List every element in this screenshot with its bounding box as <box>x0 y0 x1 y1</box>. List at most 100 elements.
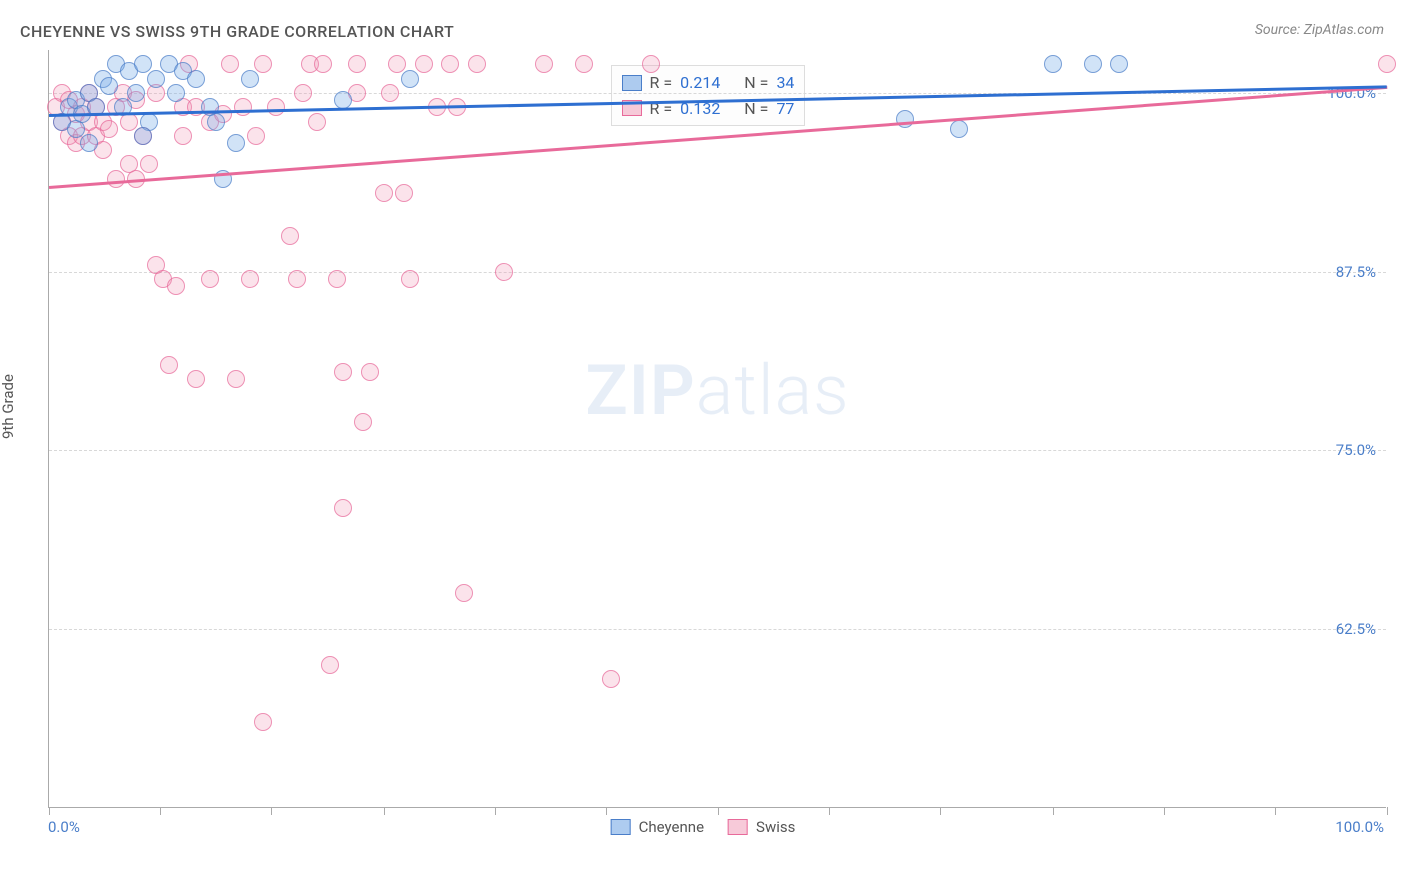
data-point-swiss <box>314 55 332 73</box>
x-tick <box>940 807 941 815</box>
watermark-light: atlas <box>696 350 850 432</box>
data-point-cheyenne <box>241 70 259 88</box>
n-label: N = <box>744 70 768 96</box>
data-point-swiss <box>348 55 366 73</box>
data-point-swiss <box>375 184 393 202</box>
data-point-swiss <box>575 55 593 73</box>
data-point-cheyenne <box>167 84 185 102</box>
data-point-swiss <box>281 227 299 245</box>
data-point-swiss <box>328 270 346 288</box>
y-tick-label: 62.5% <box>1336 620 1376 638</box>
data-point-swiss <box>395 184 413 202</box>
data-point-swiss <box>308 113 326 131</box>
data-point-swiss <box>107 170 125 188</box>
stats-box: R = 0.214 N = 34 R = 0.132 N = 77 <box>611 65 806 126</box>
y-tick-label: 87.5% <box>1336 263 1376 281</box>
data-point-swiss <box>388 55 406 73</box>
gridline <box>49 450 1386 451</box>
data-point-swiss <box>288 270 306 288</box>
data-point-swiss <box>535 55 553 73</box>
plot-area: ZIPatlas R = 0.214 N = 34 R = 0.132 N = … <box>48 50 1386 808</box>
legend-item-cheyenne: Cheyenne <box>611 818 704 836</box>
data-point-swiss <box>174 127 192 145</box>
data-point-swiss <box>227 370 245 388</box>
r-value: 0.214 <box>680 70 720 96</box>
data-point-swiss <box>254 55 272 73</box>
data-point-swiss <box>455 584 473 602</box>
data-point-cheyenne <box>950 120 968 138</box>
x-tick <box>271 807 272 815</box>
data-point-swiss <box>354 413 372 431</box>
data-point-swiss <box>160 356 178 374</box>
x-tick <box>1275 807 1276 815</box>
x-axis-label-min: 0.0% <box>48 818 80 836</box>
data-point-cheyenne <box>1084 55 1102 73</box>
x-tick <box>495 807 496 815</box>
data-point-swiss <box>201 270 219 288</box>
data-point-cheyenne <box>187 70 205 88</box>
data-point-swiss <box>415 55 433 73</box>
data-point-cheyenne <box>207 113 225 131</box>
y-tick-label: 75.0% <box>1336 441 1376 459</box>
x-tick <box>384 807 385 815</box>
x-tick <box>606 807 607 815</box>
data-point-cheyenne <box>1044 55 1062 73</box>
legend-label: Swiss <box>756 818 795 836</box>
data-point-swiss <box>401 270 419 288</box>
swatch-blue-icon <box>611 819 631 835</box>
data-point-swiss <box>602 670 620 688</box>
chart-title: CHEYENNE VS SWISS 9TH GRADE CORRELATION … <box>20 22 454 41</box>
data-point-swiss <box>241 270 259 288</box>
gridline <box>49 93 1386 94</box>
x-tick <box>1053 807 1054 815</box>
data-point-swiss <box>100 120 118 138</box>
n-value: 34 <box>776 70 794 96</box>
data-point-swiss <box>361 363 379 381</box>
data-point-cheyenne <box>134 127 152 145</box>
x-tick <box>829 807 830 815</box>
x-tick <box>49 807 50 815</box>
data-point-swiss <box>334 363 352 381</box>
data-point-cheyenne <box>896 110 914 128</box>
data-point-swiss <box>167 277 185 295</box>
legend-item-swiss: Swiss <box>728 818 795 836</box>
legend-label: Cheyenne <box>639 818 704 836</box>
data-point-swiss <box>187 370 205 388</box>
data-point-swiss <box>321 656 339 674</box>
stats-row-cheyenne: R = 0.214 N = 34 <box>622 70 795 96</box>
data-point-cheyenne <box>401 70 419 88</box>
data-point-swiss <box>1378 55 1396 73</box>
source-attribution: Source: ZipAtlas.com <box>1255 22 1384 38</box>
data-point-swiss <box>247 127 265 145</box>
data-point-cheyenne <box>147 70 165 88</box>
watermark: ZIPatlas <box>585 350 849 432</box>
data-point-cheyenne <box>134 55 152 73</box>
data-point-swiss <box>441 55 459 73</box>
watermark-bold: ZIP <box>585 350 695 432</box>
swatch-pink-icon <box>728 819 748 835</box>
data-point-swiss <box>495 263 513 281</box>
data-point-cheyenne <box>100 77 118 95</box>
swatch-blue-icon <box>622 75 642 91</box>
x-tick <box>1164 807 1165 815</box>
r-label: R = <box>650 70 673 96</box>
y-axis-title: 9th Grade <box>0 374 17 439</box>
r-label: R = <box>650 96 673 122</box>
data-point-swiss <box>267 98 285 116</box>
data-point-swiss <box>381 84 399 102</box>
x-tick <box>1387 807 1388 815</box>
data-point-swiss <box>334 499 352 517</box>
data-point-swiss <box>221 55 239 73</box>
data-point-cheyenne <box>227 134 245 152</box>
data-point-swiss <box>642 55 660 73</box>
x-axis-label-max: 100.0% <box>1335 818 1384 836</box>
gridline <box>49 629 1386 630</box>
data-point-swiss <box>140 155 158 173</box>
x-tick <box>718 807 719 815</box>
x-tick <box>160 807 161 815</box>
data-point-swiss <box>234 98 252 116</box>
data-point-cheyenne <box>80 134 98 152</box>
data-point-swiss <box>468 55 486 73</box>
data-point-swiss <box>254 713 272 731</box>
legend: Cheyenne Swiss <box>611 818 796 836</box>
